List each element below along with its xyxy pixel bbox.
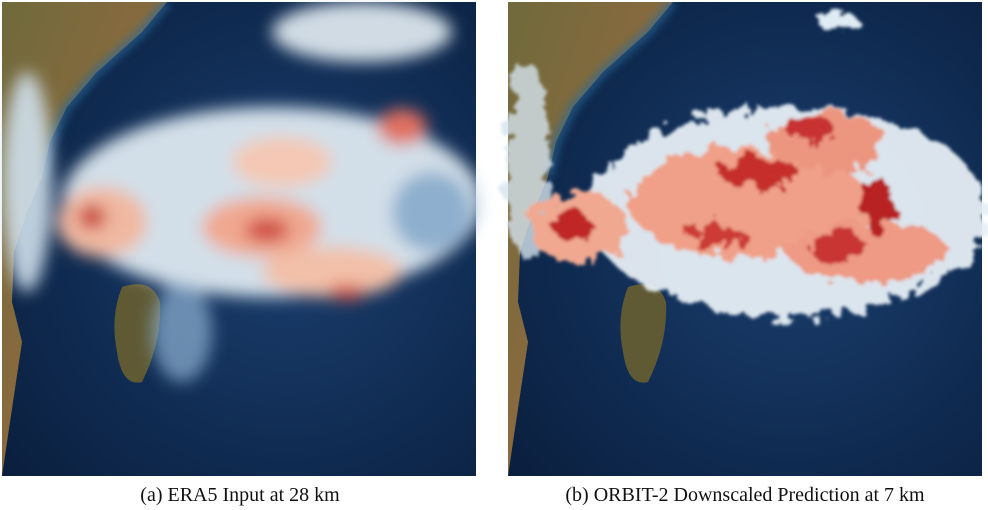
panel-b-image	[506, 2, 988, 476]
caption: (b) ORBIT-2 Downscaled Prediction at 7 k…	[565, 484, 925, 506]
caption: (a) ERA5 Input at 28 km	[140, 484, 340, 506]
panel-a-image	[2, 2, 482, 476]
figure-images	[2, 2, 988, 480]
